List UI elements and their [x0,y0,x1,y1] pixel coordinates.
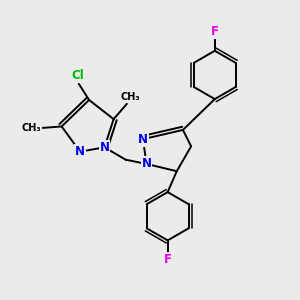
Text: CH₃: CH₃ [22,123,41,133]
Text: N: N [75,145,85,158]
Text: N: N [142,158,152,170]
Text: N: N [138,133,148,146]
Text: Cl: Cl [71,69,84,82]
Text: F: F [211,26,219,38]
Text: F: F [164,253,172,266]
Text: N: N [100,141,110,154]
Text: CH₃: CH₃ [121,92,140,102]
